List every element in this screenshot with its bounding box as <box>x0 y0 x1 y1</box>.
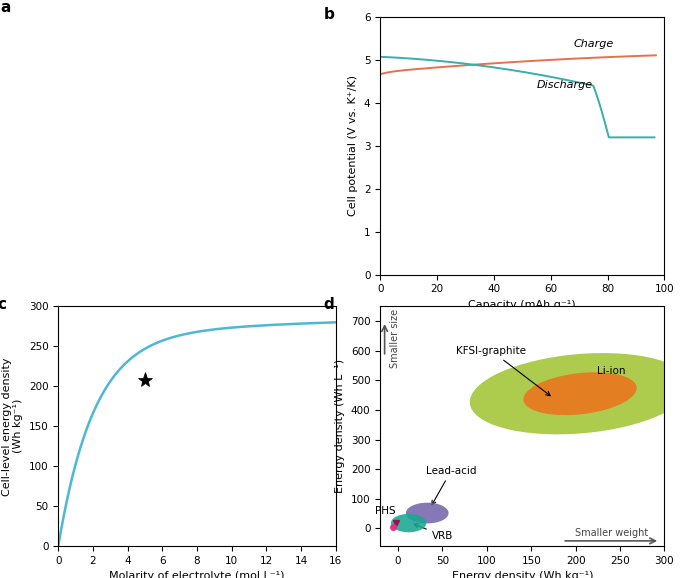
Text: b: b <box>323 7 334 22</box>
Text: Smaller size: Smaller size <box>390 309 400 369</box>
Y-axis label: Cell-level energy density
(Wh kg⁻¹): Cell-level energy density (Wh kg⁻¹) <box>1 357 23 495</box>
Y-axis label: Energy density (Wh L⁻¹): Energy density (Wh L⁻¹) <box>335 359 345 494</box>
Text: a: a <box>1 0 11 15</box>
Ellipse shape <box>523 372 636 415</box>
Text: c: c <box>0 297 6 312</box>
Text: KFSI-graphite: KFSI-graphite <box>456 346 550 396</box>
Ellipse shape <box>406 503 449 524</box>
Text: PHS: PHS <box>375 506 396 516</box>
Text: Li-ion: Li-ion <box>597 366 625 376</box>
Text: Charge: Charge <box>573 39 614 49</box>
Text: d: d <box>323 297 334 312</box>
Ellipse shape <box>391 514 426 532</box>
X-axis label: Capacity (mAh g⁻¹): Capacity (mAh g⁻¹) <box>469 300 576 310</box>
Text: Lead-acid: Lead-acid <box>426 466 477 505</box>
Text: Discharge: Discharge <box>536 80 593 90</box>
Text: Smaller weight: Smaller weight <box>575 528 648 538</box>
Y-axis label: Cell potential (V vs. K⁺/K): Cell potential (V vs. K⁺/K) <box>348 76 358 216</box>
X-axis label: Energy density (Wh kg⁻¹): Energy density (Wh kg⁻¹) <box>451 572 593 578</box>
Text: VRB: VRB <box>414 524 453 541</box>
Ellipse shape <box>470 353 685 434</box>
X-axis label: Molarity of electrolyte (mol L⁻¹): Molarity of electrolyte (mol L⁻¹) <box>109 572 285 578</box>
